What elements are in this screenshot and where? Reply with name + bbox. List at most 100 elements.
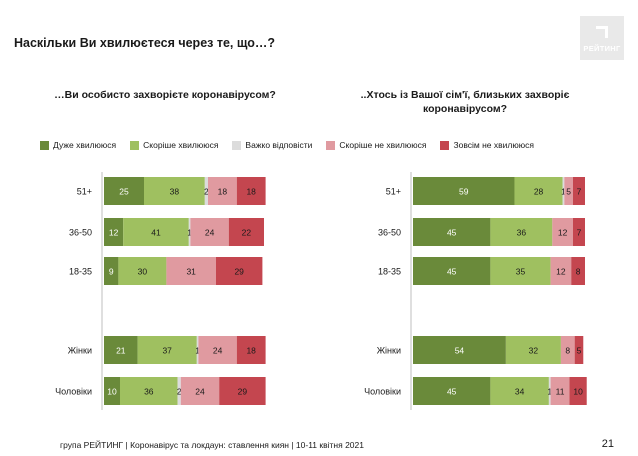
data-label: 21 — [116, 346, 126, 356]
data-label: 29 — [234, 267, 244, 277]
data-label: 34 — [515, 387, 525, 397]
data-label: 1 — [187, 228, 192, 238]
data-label: 7 — [577, 228, 582, 238]
bar-segment — [190, 218, 229, 246]
data-label: 24 — [213, 346, 223, 356]
bar-segment — [571, 257, 585, 285]
data-label: 45 — [447, 267, 457, 277]
data-label: 10 — [573, 387, 583, 397]
bar-segment — [413, 257, 491, 285]
data-label: 32 — [529, 346, 539, 356]
data-label: 37 — [162, 346, 172, 356]
category-tick-label: 18-35 — [378, 267, 401, 277]
data-label: 24 — [195, 387, 205, 397]
legend-item-rather-worried: Скоріше хвилююся — [130, 140, 218, 150]
bar-segment — [137, 336, 197, 364]
legend-swatch — [326, 140, 336, 150]
bar-segment — [104, 336, 138, 364]
data-label: 12 — [556, 267, 566, 277]
bar-segment — [413, 377, 491, 405]
bar-segment — [560, 336, 575, 364]
bar-segment — [144, 177, 205, 205]
bar-segment — [552, 218, 573, 246]
bar-segment — [123, 218, 189, 246]
bar-segment — [177, 377, 181, 405]
bar-segment — [236, 177, 266, 205]
logo-mark-icon — [594, 24, 610, 40]
bar-segment — [490, 257, 551, 285]
logo-text: РЕЙТИНГ — [583, 44, 621, 53]
legend-swatch — [130, 140, 140, 150]
bar-segment — [413, 177, 515, 205]
data-label: 25 — [119, 187, 129, 197]
legend-label: Дуже хвилююся — [53, 140, 117, 150]
bar-segment — [490, 218, 553, 246]
legend-swatch — [440, 140, 450, 150]
data-label: 2 — [204, 187, 209, 197]
data-label: 11 — [556, 387, 565, 397]
data-label: 5 — [566, 187, 571, 197]
bar-segment — [204, 177, 208, 205]
category-tick-label: 18-35 — [69, 267, 92, 277]
data-label: 18 — [218, 187, 228, 197]
category-tick-label: 51+ — [386, 187, 401, 197]
data-label: 1 — [561, 187, 566, 197]
bar-segment — [166, 257, 216, 285]
data-label: 5 — [577, 346, 582, 356]
legend: Дуже хвилююся Скоріше хвилююся Важко від… — [40, 140, 534, 150]
legend-item-hard-to-say: Важко відповісти — [232, 140, 312, 150]
data-label: 45 — [447, 228, 457, 238]
page-number: 21 — [601, 438, 614, 450]
data-label: 36 — [517, 228, 527, 238]
data-label: 18 — [246, 187, 256, 197]
bar-segment — [208, 177, 237, 205]
data-label: 2 — [177, 387, 182, 397]
bar-segment — [219, 377, 266, 405]
data-label: 1 — [195, 346, 200, 356]
bar-segment — [198, 336, 237, 364]
bar-segment — [104, 377, 120, 405]
data-label: 29 — [238, 387, 248, 397]
data-label: 12 — [558, 228, 568, 238]
legend-label: Зовсім не хвилююся — [453, 140, 534, 150]
bar-segment — [490, 377, 549, 405]
legend-label: Скоріше не хвилююся — [339, 140, 427, 150]
bar-segment — [572, 177, 585, 205]
bar-segment — [188, 218, 191, 246]
category-tick-label: 36-50 — [69, 228, 92, 238]
bar-segment — [413, 218, 491, 246]
data-label: 31 — [186, 267, 196, 277]
bar-segment — [574, 336, 584, 364]
bar-segment — [120, 377, 178, 405]
data-label: 35 — [516, 267, 526, 277]
data-label: 12 — [109, 228, 119, 238]
bar-segment — [104, 177, 144, 205]
legend-label: Важко відповісти — [245, 140, 313, 150]
data-label: 30 — [138, 267, 148, 277]
bar-segment — [104, 218, 124, 246]
bar-segment — [180, 377, 220, 405]
bar-segment — [572, 218, 585, 246]
legend-item-very-worried: Дуже хвилююся — [40, 140, 116, 150]
bar-segment — [104, 257, 119, 285]
bar-segment — [216, 257, 263, 285]
data-label: 7 — [577, 187, 582, 197]
right-chart-title: ..Хтось із Вашої сім'ї, близьких захворі… — [360, 89, 570, 115]
bar-segment — [514, 177, 563, 205]
rating-logo: РЕЙТИНГ — [580, 16, 624, 60]
category-tick-label: Жінки — [68, 346, 92, 356]
bar-segment — [550, 377, 570, 405]
data-label: 45 — [447, 387, 457, 397]
legend-swatch — [40, 140, 49, 150]
category-tick-label: Чоловіки — [364, 387, 401, 397]
data-label: 28 — [534, 187, 544, 197]
data-label: 59 — [459, 187, 469, 197]
data-label: 54 — [455, 346, 465, 356]
category-tick-label: Чоловіки — [55, 387, 92, 397]
bar-segment — [505, 336, 561, 364]
data-label: 10 — [107, 387, 117, 397]
category-tick-label: 51+ — [77, 187, 92, 197]
legend-item-rather-not-worried: Скоріше не хвилююся — [326, 140, 426, 150]
legend-item-not-worried-at-all: Зовсім не хвилююся — [440, 140, 534, 150]
